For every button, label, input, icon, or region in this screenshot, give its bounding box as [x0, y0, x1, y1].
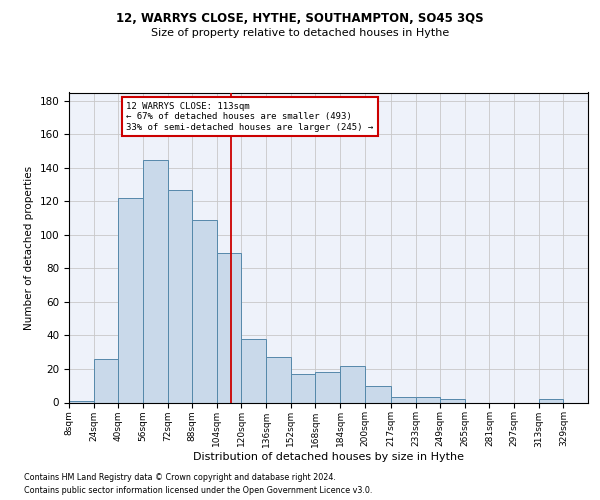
Bar [69, 401, 94, 402]
Bar [316, 372, 340, 402]
Bar [94, 359, 118, 403]
Bar [167, 190, 192, 402]
Text: Contains HM Land Registry data © Crown copyright and database right 2024.: Contains HM Land Registry data © Crown c… [24, 472, 336, 482]
X-axis label: Distribution of detached houses by size in Hythe: Distribution of detached houses by size … [193, 452, 464, 462]
Bar [118, 198, 143, 402]
Y-axis label: Number of detached properties: Number of detached properties [24, 166, 34, 330]
Text: Contains public sector information licensed under the Open Government Licence v3: Contains public sector information licen… [24, 486, 373, 495]
Bar [143, 160, 167, 402]
Text: 12 WARRYS CLOSE: 113sqm
← 67% of detached houses are smaller (493)
33% of semi-d: 12 WARRYS CLOSE: 113sqm ← 67% of detache… [126, 102, 373, 132]
Bar [391, 398, 416, 402]
Bar [539, 399, 563, 402]
Bar [416, 398, 440, 402]
Bar [217, 254, 241, 402]
Text: 12, WARRYS CLOSE, HYTHE, SOUTHAMPTON, SO45 3QS: 12, WARRYS CLOSE, HYTHE, SOUTHAMPTON, SO… [116, 12, 484, 26]
Bar [192, 220, 217, 402]
Bar [241, 339, 266, 402]
Bar [440, 399, 465, 402]
Bar [340, 366, 365, 403]
Text: Size of property relative to detached houses in Hythe: Size of property relative to detached ho… [151, 28, 449, 38]
Bar [365, 386, 391, 402]
Bar [291, 374, 316, 402]
Bar [266, 358, 291, 403]
